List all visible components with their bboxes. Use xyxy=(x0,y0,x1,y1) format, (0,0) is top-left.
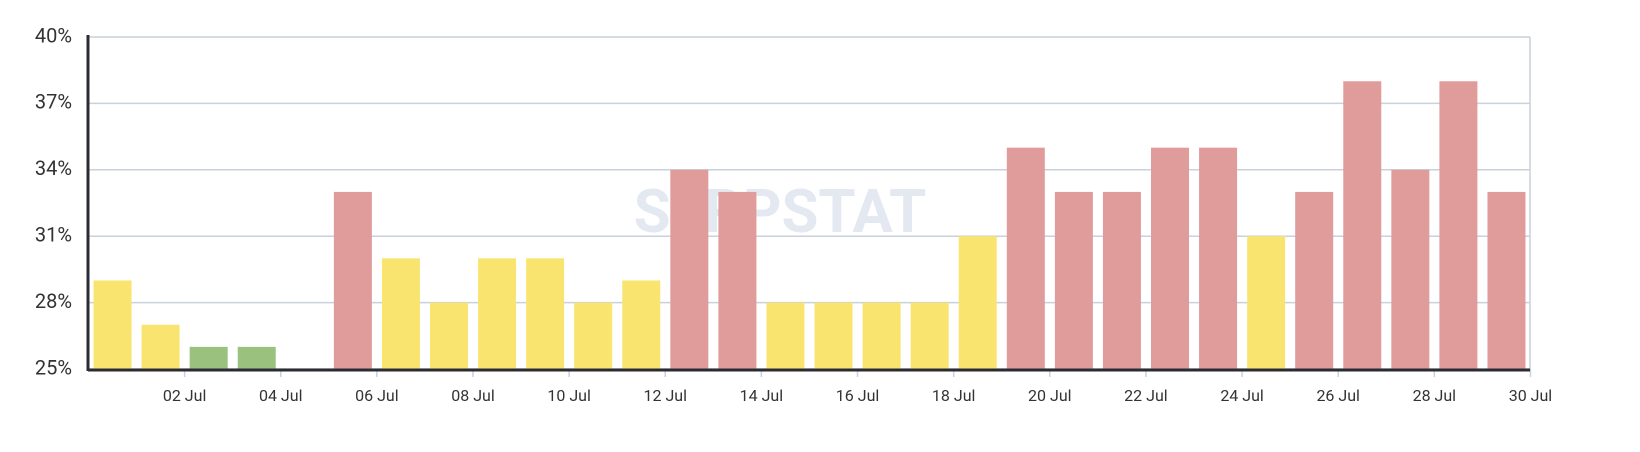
x-tick-label: 26 Jul xyxy=(1316,386,1360,405)
bar xyxy=(1199,147,1238,369)
y-tick-label: 31% xyxy=(35,222,72,246)
bar xyxy=(766,302,805,369)
x-tick-label: 06 Jul xyxy=(355,386,399,405)
y-tick-label: 37% xyxy=(35,90,72,114)
x-tick-label: 24 Jul xyxy=(1220,386,1264,405)
bar xyxy=(1391,169,1430,369)
bar xyxy=(622,280,661,369)
y-tick-label: 28% xyxy=(35,289,72,313)
x-tick-label: 12 Jul xyxy=(644,386,688,405)
y-tick-label: 34% xyxy=(35,156,72,180)
x-tick-label: 18 Jul xyxy=(932,386,976,405)
y-tick-label: 40% xyxy=(35,23,72,47)
bar xyxy=(430,302,468,369)
bar xyxy=(958,236,997,369)
bar xyxy=(1295,191,1334,369)
x-tick-label: 04 Jul xyxy=(259,386,303,405)
bar xyxy=(670,169,709,369)
bar xyxy=(141,324,180,369)
bar xyxy=(526,258,565,369)
x-tick-label: 20 Jul xyxy=(1028,386,1072,405)
bar xyxy=(1487,191,1526,369)
bar xyxy=(1343,81,1382,370)
bar xyxy=(381,258,420,369)
bar xyxy=(1054,191,1093,369)
bar xyxy=(718,191,757,369)
bar xyxy=(189,346,228,369)
bar xyxy=(1247,236,1286,369)
bar xyxy=(574,302,613,369)
bar xyxy=(478,258,517,369)
x-tick-label: 30 Jul xyxy=(1509,386,1553,405)
bar xyxy=(1439,81,1478,370)
x-tick-label: 28 Jul xyxy=(1413,386,1457,405)
x-tick-label: 02 Jul xyxy=(163,386,207,405)
bar xyxy=(333,191,372,369)
bar xyxy=(1006,147,1045,369)
x-tick-label: 16 Jul xyxy=(836,386,880,405)
x-tick-label: 10 Jul xyxy=(547,386,591,405)
bar xyxy=(93,280,132,369)
bar xyxy=(1151,147,1189,369)
bar xyxy=(237,346,276,369)
y-tick-label: 25% xyxy=(35,355,72,379)
x-tick-label: 08 Jul xyxy=(451,386,495,405)
bar xyxy=(1102,191,1141,369)
x-tick-label: 22 Jul xyxy=(1124,386,1168,405)
x-tick-label: 14 Jul xyxy=(740,386,784,405)
bar xyxy=(862,302,901,369)
bar xyxy=(814,302,853,369)
bar xyxy=(910,302,949,369)
